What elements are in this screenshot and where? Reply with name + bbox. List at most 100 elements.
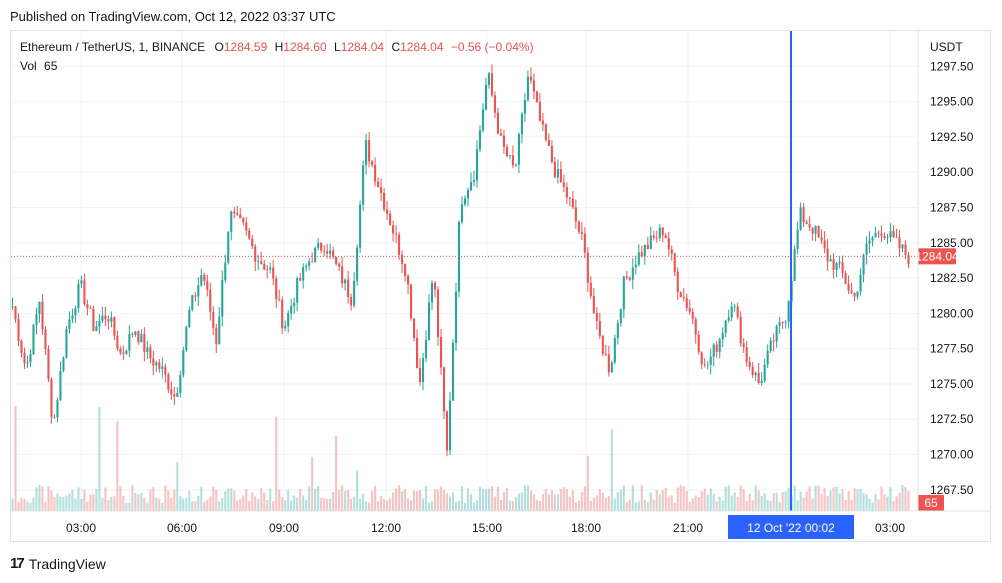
volume-bar — [233, 490, 236, 511]
volume-bar — [907, 490, 910, 511]
candle-body — [670, 249, 673, 254]
candle-body — [383, 192, 386, 210]
volume-bar — [580, 491, 583, 511]
volume-bar — [62, 497, 65, 511]
volume-bar — [736, 496, 739, 511]
candle-body — [706, 364, 709, 366]
volume-bar — [886, 496, 889, 511]
candle-body — [640, 252, 643, 257]
candle-body — [757, 372, 760, 384]
candle-body — [341, 266, 344, 284]
candle-body — [359, 204, 362, 248]
candle-body — [484, 84, 488, 110]
volume-bar — [98, 407, 101, 511]
candle-body — [718, 339, 721, 352]
volume-bar — [526, 485, 529, 511]
candle-body — [421, 358, 425, 383]
volume-bar — [841, 489, 844, 511]
volume-bar — [224, 491, 227, 511]
volume-bar — [583, 486, 586, 511]
candle-body — [451, 343, 455, 401]
footer[interactable]: 17 TradingView — [10, 555, 106, 572]
volume-bar — [356, 470, 359, 511]
candle-body — [655, 237, 658, 239]
candle-body — [371, 161, 374, 165]
candle-body — [892, 231, 895, 238]
candle-body — [323, 250, 326, 252]
candle-body — [191, 295, 194, 310]
volume-bar — [254, 496, 257, 511]
volume-bar — [607, 496, 610, 511]
volume-bar — [475, 500, 479, 511]
candle-body — [65, 329, 68, 358]
candle-body — [646, 244, 649, 249]
volume-bar — [862, 492, 865, 511]
volume-bar — [826, 495, 829, 511]
volume-bar — [883, 494, 886, 511]
candle-body — [442, 367, 446, 412]
candle-body — [239, 214, 242, 219]
volume-bar — [50, 490, 53, 511]
volume-bar — [380, 496, 383, 511]
volume-bar — [131, 485, 134, 511]
brand-name: TradingView — [28, 555, 106, 572]
candle-body — [221, 280, 224, 317]
volume-bar — [227, 488, 230, 511]
candle-body — [418, 367, 422, 383]
candle-body — [838, 262, 841, 264]
volume-bar — [293, 495, 296, 511]
volume-bar — [781, 492, 784, 511]
volume-bar — [559, 489, 562, 511]
candle-body — [565, 186, 568, 198]
candle-body — [631, 267, 634, 280]
volume-bar — [260, 488, 263, 511]
chart-frame[interactable] — [10, 30, 991, 542]
candle-body — [682, 297, 685, 298]
volume-bar — [802, 497, 805, 511]
volume-bar — [17, 502, 20, 511]
candle-body — [433, 282, 437, 290]
candle-body — [553, 161, 556, 178]
volume-bar — [502, 492, 506, 511]
volume-bar — [170, 497, 173, 511]
candle-body — [89, 308, 92, 309]
volume-legend: Vol 65 — [20, 59, 57, 73]
candle-body — [260, 261, 263, 264]
volume-bar — [604, 497, 607, 511]
close-label: C — [391, 40, 401, 54]
volume-bar — [56, 493, 59, 511]
candle-body — [401, 254, 404, 264]
candle-body — [889, 231, 892, 238]
candle-body — [901, 244, 904, 249]
volume-bar — [68, 493, 71, 511]
candle-body — [622, 276, 625, 310]
volume-bar — [206, 499, 209, 511]
candle-body — [245, 222, 248, 231]
volume-bar — [413, 490, 416, 511]
candle-body — [200, 275, 203, 286]
volume-bar — [95, 488, 98, 511]
volume-bar — [868, 498, 871, 511]
volume-bar — [724, 486, 727, 511]
volume-tag — [918, 495, 944, 511]
candle-body — [691, 311, 694, 320]
candle-body — [389, 213, 392, 226]
candle-body — [23, 352, 26, 364]
candle-body — [751, 366, 754, 375]
candle-body — [98, 320, 101, 327]
candle-body — [251, 238, 254, 247]
volume-bar — [667, 496, 670, 511]
candle-body — [727, 317, 730, 321]
volume-bar — [574, 502, 577, 511]
y-tick-label: 1297.50 — [930, 59, 974, 73]
candle-body — [227, 232, 230, 263]
candle-body — [532, 80, 535, 92]
volume-bar — [547, 494, 550, 511]
volume-bar — [239, 499, 242, 511]
volume-bar — [646, 502, 649, 511]
volume-bar — [577, 500, 580, 511]
volume-bar — [335, 435, 338, 511]
candle-body — [886, 237, 889, 239]
x-tick-label: 15:00 — [472, 521, 502, 535]
